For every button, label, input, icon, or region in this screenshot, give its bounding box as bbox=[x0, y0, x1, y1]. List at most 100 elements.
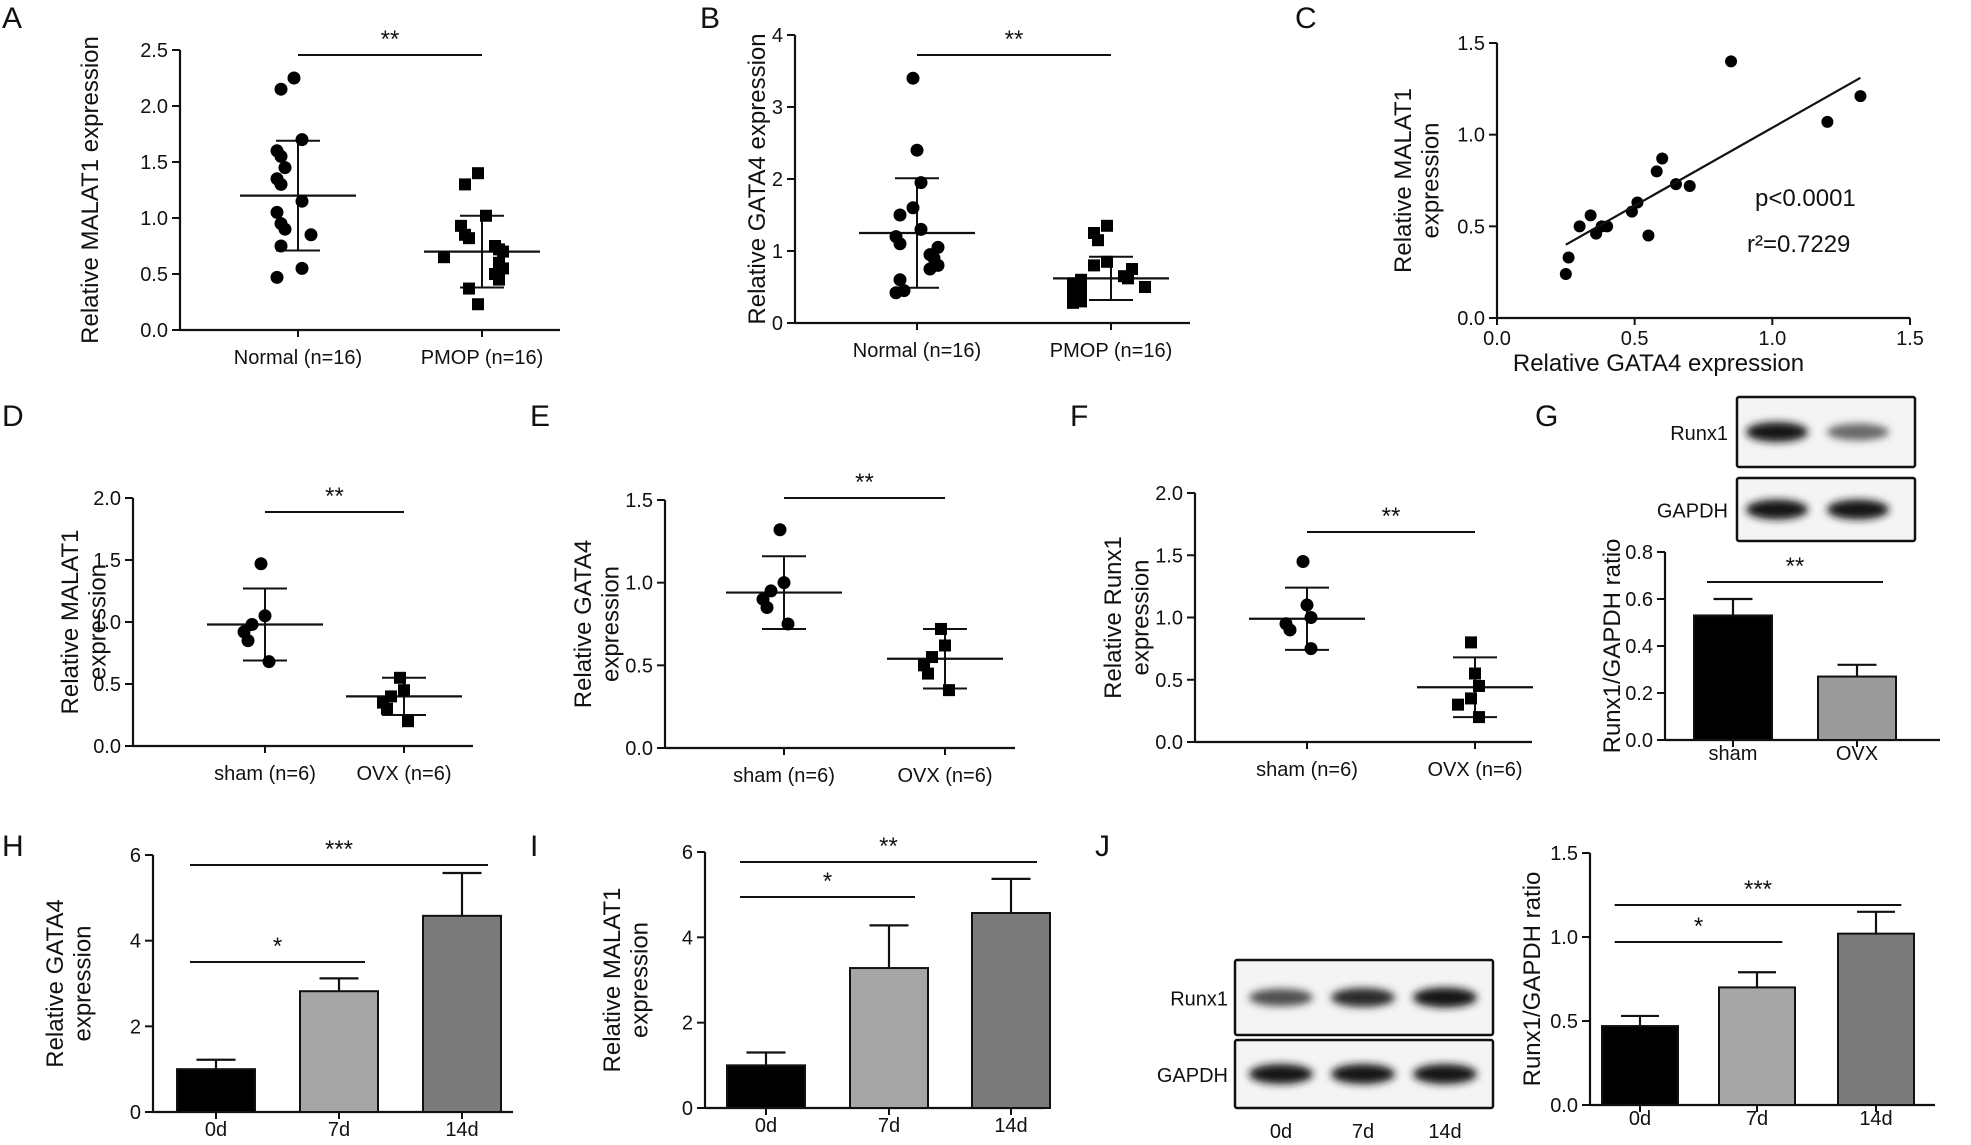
J-ytick-label: 1.5 bbox=[1550, 843, 1578, 865]
F-point bbox=[1296, 554, 1310, 568]
A-ytick-label: 1.5 bbox=[140, 152, 168, 174]
J-category-label: 14d bbox=[1859, 1108, 1892, 1130]
A-point bbox=[270, 205, 284, 219]
I-category-label: 0d bbox=[755, 1115, 777, 1137]
B-point bbox=[893, 273, 907, 287]
C-point bbox=[1573, 220, 1586, 233]
A-point bbox=[274, 82, 288, 96]
G-ytick-label: 0.2 bbox=[1625, 683, 1653, 705]
F-ytick-label: 1.5 bbox=[1155, 545, 1183, 567]
I-ylabel: Relative MALAT1expression bbox=[599, 888, 654, 1073]
panel-label-b: B bbox=[700, 2, 720, 35]
A-ytick-label: 0.5 bbox=[140, 264, 168, 286]
D-point bbox=[398, 684, 410, 697]
A-point bbox=[270, 270, 284, 284]
H-ylabel: Relative GATA4expression bbox=[42, 899, 97, 1068]
F-point bbox=[1465, 692, 1477, 705]
E-point bbox=[935, 622, 947, 635]
H-significance-label: *** bbox=[325, 836, 353, 863]
J-blot-band-shape bbox=[1413, 987, 1477, 1008]
D-significance-label: ** bbox=[325, 483, 344, 510]
I-ytick-label: 6 bbox=[682, 842, 693, 864]
G-ylabel: Runx1/GAPDH ratio bbox=[1599, 539, 1626, 754]
G-blot-band-shape bbox=[1827, 423, 1889, 441]
G-blot-band bbox=[1746, 422, 1808, 442]
A-point bbox=[287, 71, 301, 85]
I-category-label: 14d bbox=[994, 1115, 1027, 1137]
F-significance-label: ** bbox=[1382, 503, 1401, 530]
H-bar bbox=[176, 1068, 256, 1113]
C-point bbox=[1683, 180, 1696, 192]
J-blot-band bbox=[1413, 1064, 1477, 1084]
B-significance-label: ** bbox=[1005, 26, 1024, 53]
F-point bbox=[1473, 679, 1485, 692]
panel-label-e: E bbox=[530, 400, 550, 433]
C-point bbox=[1656, 152, 1669, 165]
G-blot-band bbox=[1746, 499, 1808, 520]
A-ytick-label: 2.5 bbox=[140, 40, 168, 62]
A-point bbox=[463, 232, 475, 245]
C-point bbox=[1854, 90, 1867, 103]
A-ytick-label: 2.0 bbox=[140, 96, 168, 118]
D-ytick-label: 2.0 bbox=[93, 488, 121, 510]
G-bar bbox=[1817, 675, 1897, 741]
B-point bbox=[914, 176, 928, 190]
D-ytick-label: 0.0 bbox=[93, 736, 121, 758]
J-ytick-label: 1.0 bbox=[1550, 927, 1578, 949]
F-ytick-label: 0.0 bbox=[1155, 732, 1183, 754]
I-significance-label: * bbox=[823, 868, 832, 895]
B-category-label: PMOP (n=16) bbox=[1050, 340, 1172, 362]
J-blot-band-shape bbox=[1249, 988, 1313, 1007]
panel-label-g: G bbox=[1535, 400, 1558, 433]
D-ytick-label: 1.5 bbox=[93, 550, 121, 572]
G-bar bbox=[1693, 614, 1773, 742]
A-point bbox=[274, 177, 288, 191]
B-ytick-label: 2 bbox=[772, 169, 783, 191]
D-point bbox=[381, 702, 393, 715]
C-point bbox=[1584, 209, 1597, 222]
panel-label-i: I bbox=[530, 830, 538, 863]
E-significance-label: ** bbox=[855, 469, 874, 496]
I-bar bbox=[849, 967, 929, 1110]
G-ytick-label: 0.6 bbox=[1625, 589, 1653, 611]
J-blot-band-shape bbox=[1249, 1064, 1313, 1084]
A-point bbox=[472, 167, 484, 180]
F-point bbox=[1300, 598, 1314, 612]
J-ylabel: Runx1/GAPDH ratio bbox=[1519, 872, 1546, 1087]
A-point bbox=[274, 149, 288, 163]
C-xtick-label: 0.0 bbox=[1483, 328, 1511, 350]
C-xtick-label: 0.5 bbox=[1621, 328, 1649, 350]
F-category-label: sham (n=6) bbox=[1256, 759, 1358, 781]
B-point bbox=[889, 286, 903, 300]
G-category-label: sham bbox=[1709, 743, 1758, 765]
A-point bbox=[459, 178, 471, 191]
B-point bbox=[893, 237, 907, 251]
G-blot-label: GAPDH bbox=[1657, 501, 1728, 523]
C-point bbox=[1725, 55, 1738, 68]
E-point bbox=[922, 667, 934, 680]
E-ytick-label: 0.0 bbox=[625, 738, 653, 760]
panel-label-a: A bbox=[2, 2, 22, 35]
panel-label-f: F bbox=[1070, 400, 1088, 433]
I-bar bbox=[726, 1064, 806, 1110]
J-blot-lane-label: 14d bbox=[1428, 1121, 1461, 1143]
I-bar bbox=[971, 912, 1051, 1109]
B-point bbox=[910, 143, 924, 157]
E-point bbox=[777, 576, 791, 590]
D-point bbox=[394, 671, 406, 684]
A-category-label: Normal (n=16) bbox=[234, 347, 362, 369]
F-point bbox=[1469, 667, 1481, 680]
F-point bbox=[1304, 611, 1318, 624]
J-blot-lane-label: 7d bbox=[1352, 1121, 1374, 1143]
E-point bbox=[943, 684, 955, 697]
A-point bbox=[493, 273, 505, 286]
G-category-label: OVX bbox=[1836, 743, 1878, 765]
F-point bbox=[1465, 636, 1477, 649]
E-point bbox=[760, 600, 774, 614]
D-ytick-label: 0.5 bbox=[93, 674, 121, 696]
C-xtick-label: 1.0 bbox=[1758, 328, 1786, 350]
C-point bbox=[1559, 268, 1572, 280]
B-ytick-label: 1 bbox=[772, 241, 783, 263]
J-blot-band bbox=[1249, 988, 1313, 1007]
